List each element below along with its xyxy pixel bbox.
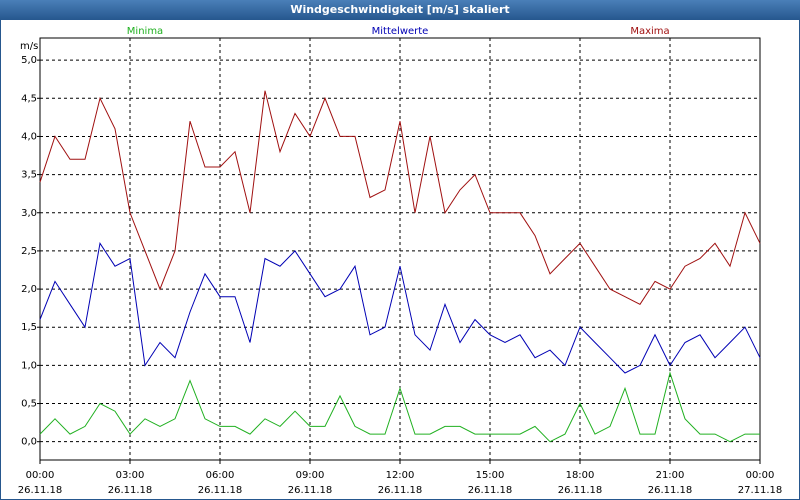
x-tick-label: 00:00	[746, 470, 775, 481]
y-tick-label: 3,5	[21, 170, 37, 181]
x-tick-date: 26.11.18	[378, 485, 423, 496]
x-tick-label: 06:00	[206, 470, 235, 481]
chart-title: Windgeschwindigkeit [m/s] skaliert	[290, 3, 509, 16]
x-tick-label: 18:00	[566, 470, 595, 481]
y-tick-label: 2,5	[21, 246, 37, 257]
x-tick-date: 26.11.18	[198, 485, 243, 496]
series-line	[39, 90, 761, 305]
x-tick-date: 26.11.18	[18, 485, 63, 496]
x-tick-label: 03:00	[116, 470, 145, 481]
y-tick-label: 2,0	[21, 284, 37, 295]
y-tick-label: 0,5	[21, 399, 37, 410]
y-tick-label: 1,0	[21, 360, 37, 371]
y-tick-label: 4,0	[21, 131, 37, 142]
series-line	[39, 371, 760, 443]
series-line	[39, 241, 761, 374]
title-bar	[0, 0, 800, 20]
x-tick-label: 15:00	[476, 470, 505, 481]
y-tick-label: 3,0	[21, 208, 37, 219]
y-tick-label: 5,0	[21, 55, 37, 66]
y-tick-label: 0,0	[21, 437, 37, 448]
x-tick-date: 26.11.18	[648, 485, 693, 496]
x-tick-label: 21:00	[656, 470, 685, 481]
x-tick-date: 27.11.18	[738, 485, 783, 496]
x-tick-date: 26.11.18	[558, 485, 603, 496]
legend-label: Minima	[127, 26, 163, 37]
legend-label: Mittelwerte	[372, 26, 429, 37]
y-axis-unit: m/s	[20, 41, 38, 52]
y-tick-label: 1,5	[21, 322, 37, 333]
x-tick-date: 26.11.18	[468, 485, 513, 496]
x-tick-date: 26.11.18	[108, 485, 153, 496]
x-tick-label: 12:00	[386, 470, 415, 481]
x-tick-date: 26.11.18	[288, 485, 333, 496]
x-tick-label: 00:00	[26, 470, 55, 481]
legend-label: Maxima	[630, 26, 669, 37]
x-tick-label: 09:00	[296, 470, 325, 481]
y-tick-label: 4,5	[21, 93, 37, 104]
